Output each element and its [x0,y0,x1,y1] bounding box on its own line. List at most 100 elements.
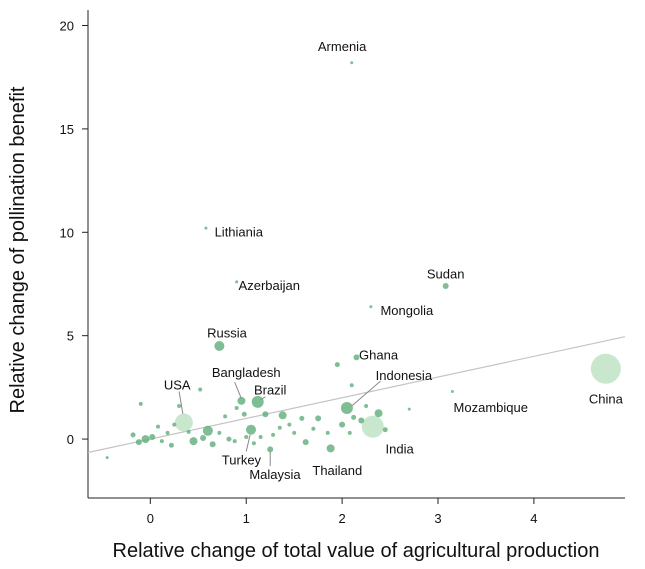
data-point [241,411,247,417]
data-point [277,425,282,430]
leader-line [178,391,184,415]
axis-ticks [82,25,535,504]
leader-lines [178,380,381,466]
y-tick-labels: 0 5 10 15 20 [60,19,74,448]
data-point [105,456,109,460]
data-point [226,436,232,442]
data-point [149,434,156,440]
data-point [232,439,237,444]
data-point [369,305,373,309]
x-tick-labels: 0 1 2 3 4 [147,511,538,526]
y-tick-label: 20 [60,19,74,34]
data-point [326,444,335,453]
y-tick-label: 15 [60,122,74,137]
data-point [234,406,239,411]
country-label: Thailand [312,463,362,478]
x-tick-label: 2 [338,511,345,526]
data-point [302,439,309,446]
data-point [349,383,354,388]
y-tick-label: 10 [60,225,74,240]
data-point [172,422,177,427]
country-labels: Armenia Lithiania Azerbaijan Sudan Mongolia R… [164,39,624,482]
data-point [374,409,383,418]
country-label: Russia [207,326,248,341]
data-point [209,441,216,448]
country-label: Turkey [222,453,262,468]
data-point [407,407,411,411]
country-label: Sudan [427,267,465,282]
x-tick-label: 3 [434,511,441,526]
x-tick-label: 1 [243,511,250,526]
country-label: Malaysia [249,467,301,482]
data-point [442,283,449,290]
data-point [141,435,150,444]
data-point [214,341,225,352]
data-point [382,427,388,433]
country-label: Azerbaijan [239,278,300,293]
data-point [130,432,136,438]
data-point [251,395,264,408]
data-point [278,411,287,420]
data-point [325,430,330,435]
y-tick-label: 0 [67,432,74,447]
data-point [347,430,352,435]
country-label: China [589,392,624,407]
leader-line [351,380,381,407]
data-point [450,390,454,394]
country-label: Armenia [318,39,367,54]
data-point [223,414,228,419]
data-point [315,415,322,422]
data-point [311,426,316,431]
data-point [271,432,276,437]
data-point [353,354,360,361]
x-tick-label: 0 [147,511,154,526]
data-point [350,61,354,65]
x-axis-title: Relative change of total value of agricu… [113,540,600,562]
data-point [198,387,203,392]
data-points [105,61,621,460]
data-point [174,413,193,432]
data-point [339,421,346,428]
data-point [292,430,297,435]
data-point [361,415,384,438]
data-point [287,422,292,427]
leader-line [245,434,251,452]
country-label: Mozambique [454,400,528,415]
data-point [364,403,369,408]
y-tick-label: 5 [67,329,74,344]
data-point [340,402,353,415]
x-tick-label: 4 [530,511,537,526]
data-point [138,401,143,406]
data-point [246,424,257,435]
country-label: Lithiania [215,224,264,239]
data-point [156,424,161,429]
country-label: Ghana [359,347,399,362]
data-point [217,430,222,435]
trend-line [87,336,626,454]
data-point [244,435,249,439]
data-point [358,417,365,424]
data-point [135,439,142,446]
country-label: Indonesia [376,368,433,383]
data-point [235,280,239,284]
country-label: India [386,441,415,456]
data-point [267,446,274,453]
data-point [200,435,207,442]
data-point [177,403,182,408]
y-axis-title: Relative change of pollination benefit [7,86,29,413]
country-label: Bangladesh [212,365,281,380]
data-point [590,353,621,384]
data-point [159,439,164,444]
data-point [204,226,208,230]
data-point [251,441,256,446]
country-label: USA [164,377,191,392]
country-label: Mongolia [380,303,434,318]
data-point [165,430,170,435]
leader-line [234,382,242,399]
data-point [168,442,174,448]
data-point [202,425,213,436]
data-point [237,396,246,405]
data-point [258,435,263,439]
data-point [262,411,269,418]
